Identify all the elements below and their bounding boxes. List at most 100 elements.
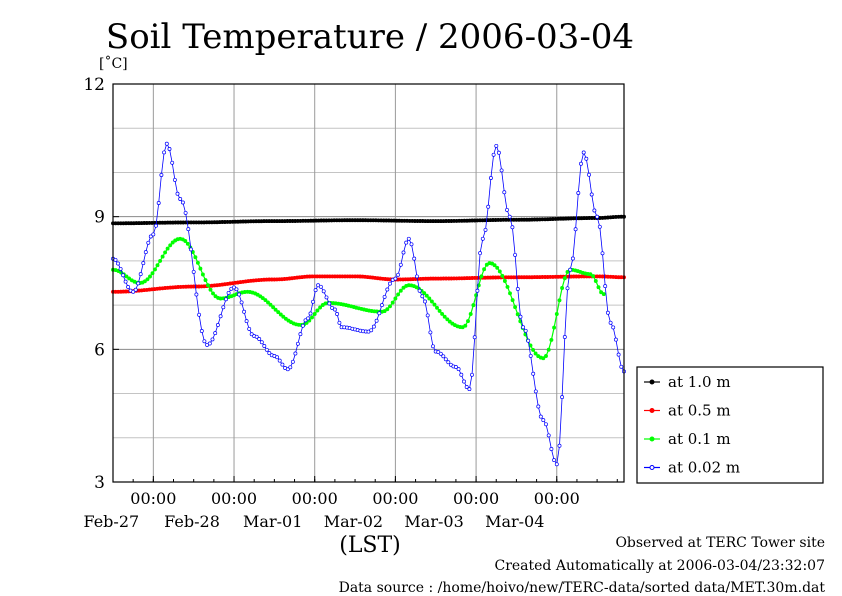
data-point [324,295,329,300]
data-point [595,214,600,219]
data-point [619,364,624,369]
data-point [468,312,473,316]
data-point [159,173,164,177]
data-point [500,273,505,278]
x-tick-date-label: Mar-02 [324,512,383,531]
data-point [579,161,583,166]
data-point [593,279,598,283]
data-point [393,276,398,281]
x-tick-date-label: Feb-27 [83,512,139,531]
data-point [164,141,169,146]
data-point [533,351,538,356]
data-point [263,298,268,303]
data-point [131,289,136,294]
data-point [510,225,515,230]
data-point [568,267,573,272]
data-point [155,263,160,268]
data-point [513,252,518,257]
data-point [374,318,379,323]
data-point [472,335,477,340]
data-point [310,315,314,320]
data-point [587,172,591,177]
data-point [513,305,518,310]
data-point [207,341,212,346]
data-point [447,319,452,324]
data-point [194,292,199,297]
data-point [560,395,565,400]
data-point [254,334,259,339]
data-point [123,279,128,284]
data-point [549,337,554,342]
legend-label: at 0.5 m [668,402,731,420]
data-point [412,256,417,261]
data-point [437,308,442,313]
data-point [266,300,270,305]
series-layer [111,141,626,467]
data-point [276,310,281,315]
data-point [459,372,464,377]
data-point [600,251,605,256]
data-point [531,347,536,352]
data-point [124,274,129,279]
data-point [195,260,200,265]
data-point [116,261,120,266]
data-point [544,422,548,427]
data-point [588,272,593,277]
data-point [475,288,480,293]
data-point [466,319,470,324]
data-point [401,250,406,255]
data-point [470,372,474,377]
y-ticks: 3 6 9 12 [83,75,119,493]
x-tick-hour-label: 00:00 [534,489,580,508]
data-point [385,287,390,292]
data-point [303,318,308,323]
data-point [557,443,562,448]
data-point [431,344,435,349]
y-axis-label: [˚C] [99,55,128,72]
data-point [428,330,433,335]
data-point [141,261,146,266]
legend-swatch-marker [649,465,655,470]
data-point [438,351,443,356]
data-point [224,297,228,302]
data-point [584,156,589,161]
legend: at 1.0 m at 0.5 m at 0.1 m at 0.02 m [636,366,824,484]
data-point [198,266,203,271]
data-point [382,309,387,314]
data-point [440,311,445,316]
data-point [560,286,565,290]
data-point [244,319,249,324]
data-point [554,462,559,467]
data-point [510,298,515,303]
data-point [456,367,461,372]
data-point [259,340,264,345]
data-point [170,240,175,245]
data-point [443,357,448,362]
data-point [596,285,601,290]
data-point [552,325,557,330]
data-point [211,291,215,296]
data-point [197,312,202,317]
series-at-0-1-m [111,236,606,361]
data-point [239,300,244,305]
x-tick-hour-label: 00:00 [292,489,338,508]
data-point [295,341,300,346]
data-point [508,291,512,296]
data-point [178,197,183,201]
data-point [267,351,272,356]
data-point [446,360,451,365]
data-point [158,258,163,263]
data-point [396,292,401,297]
data-point [505,284,510,289]
data-point [148,274,152,279]
data-point [232,285,236,290]
data-point [597,224,602,229]
data-point [242,309,247,314]
data-point [146,240,151,245]
data-point [488,176,493,180]
data-point [206,283,210,288]
data-point [417,288,422,293]
footer-created: Created Automatically at 2006-03-04/23:3… [494,558,825,574]
data-point [249,332,254,337]
data-point [521,325,526,330]
